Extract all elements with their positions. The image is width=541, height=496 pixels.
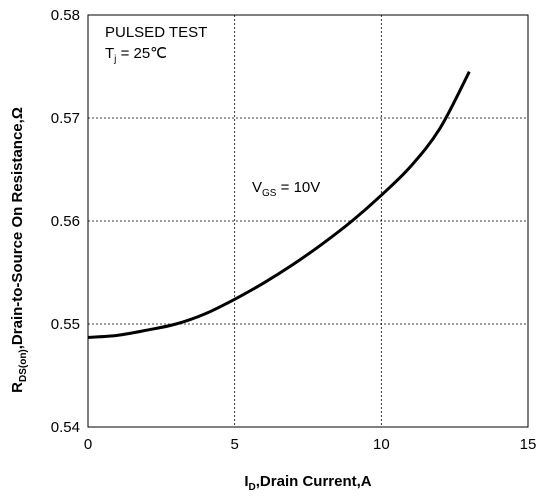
data-series-line bbox=[87, 70, 471, 339]
annotation-vgs: VGS = 10V bbox=[252, 179, 320, 199]
annotation-tj-sub: j bbox=[113, 54, 116, 65]
y-tick-labels: 0.54 0.55 0.56 0.57 0.58 bbox=[51, 7, 80, 436]
y-tick-label: 0.55 bbox=[51, 316, 80, 333]
x-tick-labels: 0 5 10 15 bbox=[84, 436, 537, 453]
x-tick-label: 0 bbox=[84, 436, 92, 453]
y-axis-title-main: R bbox=[9, 382, 26, 393]
annotation-test-line1: PULSED TEST bbox=[105, 24, 207, 41]
annotation-tj-main: T bbox=[105, 45, 114, 62]
y-axis-title-rest: ,Drain-to-Source On Resistance,Ω bbox=[9, 107, 26, 349]
x-tick-label: 15 bbox=[520, 436, 537, 453]
annotation-test-line2: Tj = 25℃ bbox=[105, 45, 167, 65]
annotation-vgs-main: V bbox=[252, 179, 262, 196]
plot-frame bbox=[87, 14, 529, 428]
y-tick-label: 0.58 bbox=[51, 7, 80, 24]
annotation-vgs-rest: = 10V bbox=[276, 179, 320, 196]
x-axis-title-sub: D bbox=[249, 482, 256, 493]
y-tick-label: 0.56 bbox=[51, 213, 80, 230]
y-tick-label: 0.54 bbox=[51, 419, 80, 436]
y-axis-title-sub: DS(on) bbox=[18, 349, 29, 382]
annotation-tj-rest: = 25℃ bbox=[116, 45, 167, 62]
grid-lines bbox=[88, 15, 528, 427]
x-axis-title-main: I bbox=[244, 473, 248, 490]
x-tick-label: 5 bbox=[230, 436, 238, 453]
y-tick-label: 0.57 bbox=[51, 110, 80, 127]
x-axis-title-rest: ,Drain Current,A bbox=[256, 473, 372, 490]
annotation-vgs-sub: GS bbox=[262, 188, 277, 199]
x-tick-label: 10 bbox=[373, 436, 390, 453]
y-axis-title: RDS(on),Drain-to-Source On Resistance,Ω bbox=[9, 107, 29, 393]
x-axis-title: ID,Drain Current,A bbox=[244, 473, 371, 493]
